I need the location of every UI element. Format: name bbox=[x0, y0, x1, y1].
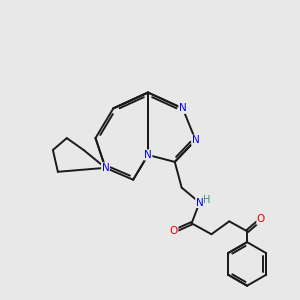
Text: N: N bbox=[192, 135, 200, 145]
Text: N: N bbox=[144, 150, 152, 160]
Text: H: H bbox=[203, 194, 210, 205]
Text: O: O bbox=[170, 226, 178, 236]
Text: N: N bbox=[196, 197, 203, 208]
Text: N: N bbox=[101, 163, 109, 173]
Text: N: N bbox=[179, 103, 187, 113]
Text: O: O bbox=[257, 214, 265, 224]
